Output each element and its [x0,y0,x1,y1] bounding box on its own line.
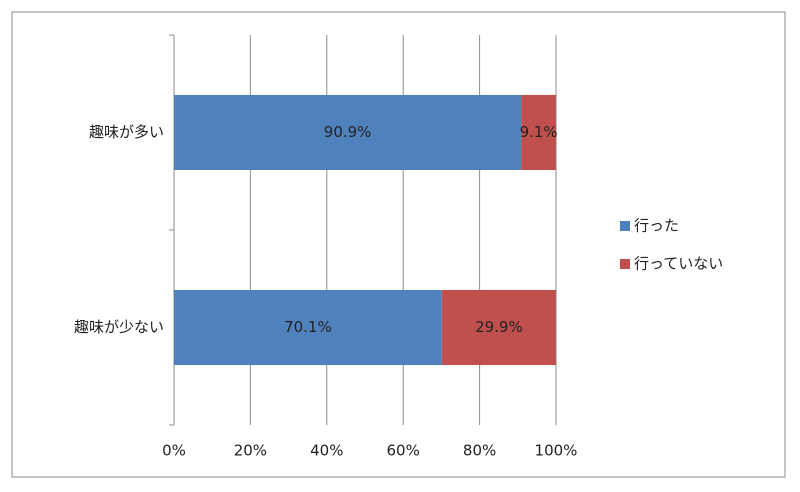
x-tick-label: 60% [387,442,420,460]
value-label: 70.1% [284,318,332,336]
bar-segment [174,94,522,171]
legend-label: 行った [634,217,679,235]
legend-label: 行っていない [634,255,723,273]
x-tick-label: 0% [162,442,186,460]
x-tick-label: 80% [463,442,496,460]
x-tick-label: 100% [535,442,578,460]
chart-border [11,11,786,478]
value-label: 90.9% [324,123,372,141]
bar-segment [174,289,442,366]
legend-swatch [620,221,630,231]
bar-segment [521,94,556,171]
y-tick-label: 趣味が少ない [74,318,164,336]
y-tick-label: 趣味が多い [89,123,164,141]
x-tick-label: 20% [234,442,267,460]
bar-segment [441,289,556,366]
legend-swatch [620,259,630,269]
value-label: 9.1% [520,123,558,141]
x-tick-label: 40% [310,442,343,460]
value-label: 29.9% [475,318,523,336]
